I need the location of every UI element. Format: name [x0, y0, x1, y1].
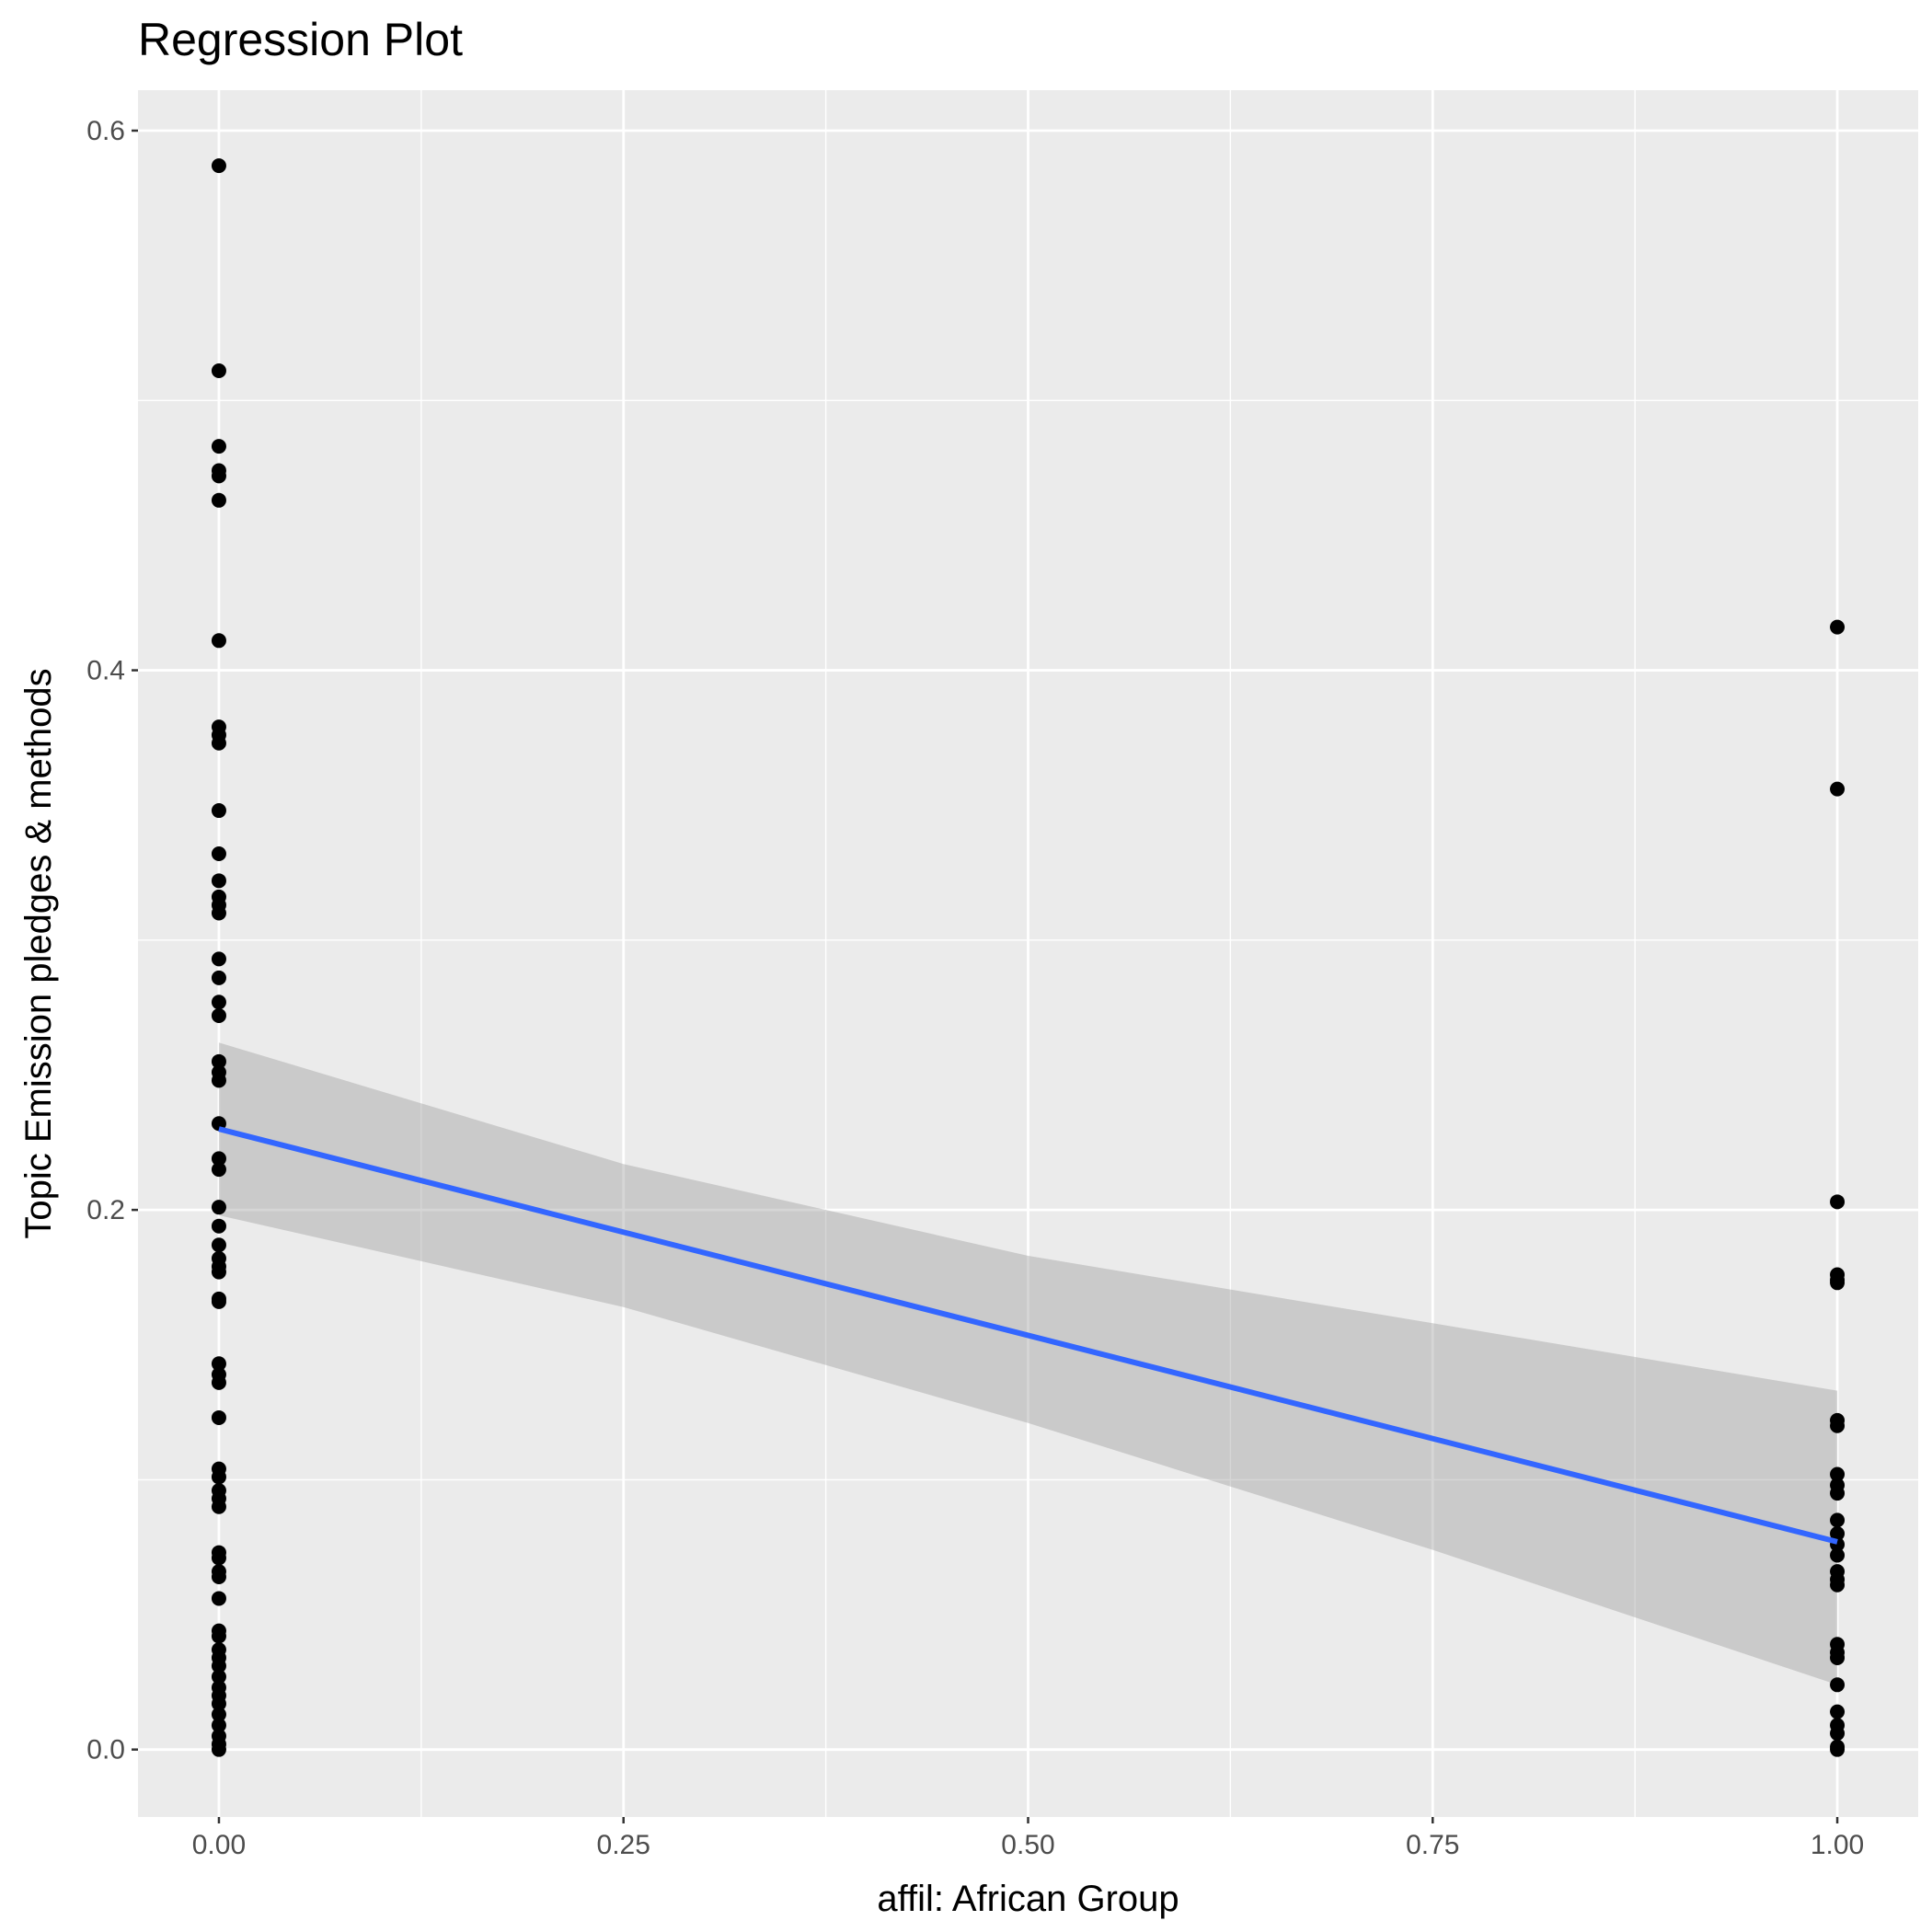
data-point [211, 1669, 226, 1685]
data-point [211, 363, 226, 379]
data-point [211, 1469, 226, 1485]
data-point [211, 1200, 226, 1215]
y-tick-label: 0.4 [86, 656, 125, 686]
data-point [211, 439, 226, 454]
y-tick-label: 0.0 [86, 1735, 125, 1765]
x-axis: 0.00 0.25 0.50 0.75 1.00 [192, 1817, 1864, 1860]
data-point [211, 905, 226, 921]
confidence-band [218, 1042, 1838, 1685]
data-point [211, 1718, 226, 1733]
data-point [211, 735, 226, 751]
x-tick-label: 0.75 [1406, 1830, 1459, 1860]
data-point [211, 803, 226, 819]
data-point [211, 1007, 226, 1023]
data-point [211, 1374, 226, 1390]
data-point [1830, 1418, 1846, 1433]
data-point [211, 1294, 226, 1309]
data-point [1830, 1547, 1846, 1563]
data-point [211, 1707, 226, 1722]
regression-line [218, 1126, 1838, 1545]
data-point [1830, 1486, 1846, 1501]
y-axis: 0.0 0.2 0.4 0.6 [86, 116, 138, 1765]
data-point [211, 468, 226, 484]
data-point [211, 970, 226, 985]
data-point [211, 873, 226, 889]
data-point [1830, 1512, 1846, 1528]
x-tick-label: 0.25 [597, 1830, 650, 1860]
data-point [211, 1409, 226, 1425]
data-point [1830, 1194, 1846, 1210]
data-point [211, 1356, 226, 1372]
data-point [211, 1742, 226, 1757]
data-point [211, 1264, 226, 1280]
data-point [211, 1569, 226, 1584]
data-point [211, 1237, 226, 1253]
data-point [1830, 1742, 1846, 1757]
data-point [211, 1628, 226, 1644]
data-point [1830, 1650, 1846, 1665]
data-point [211, 1053, 226, 1069]
data-point [211, 845, 226, 861]
data-point [1830, 1704, 1846, 1719]
data-point [211, 1696, 226, 1711]
chart-title: Regression Plot [138, 14, 463, 65]
data-point [211, 1499, 226, 1514]
data-point [1830, 1466, 1846, 1482]
y-tick-label: 0.2 [86, 1195, 125, 1225]
data-point [211, 1550, 226, 1566]
data-point [211, 1218, 226, 1234]
data-point [211, 633, 226, 649]
data-point [1830, 1526, 1846, 1542]
data-point [1830, 1577, 1846, 1593]
y-axis-title: Topic Emission pledges & methods [18, 668, 59, 1238]
data-point [211, 1591, 226, 1606]
data-point [211, 1658, 226, 1673]
y-tick-label: 0.6 [86, 116, 125, 146]
data-point [211, 492, 226, 508]
data-point [211, 1151, 226, 1167]
x-tick-label: 0.50 [1001, 1830, 1054, 1860]
x-axis-title: affil: African Group [877, 1879, 1179, 1919]
x-tick-label: 0.00 [192, 1830, 246, 1860]
data-point [211, 158, 226, 174]
data-point [1830, 781, 1846, 797]
data-point [1830, 1726, 1846, 1742]
data-point [211, 1162, 226, 1178]
data-point [211, 951, 226, 967]
data-point [211, 995, 226, 1010]
data-point [1830, 1275, 1846, 1291]
data-point [211, 1073, 226, 1088]
x-tick-label: 1.00 [1811, 1830, 1864, 1860]
data-point [1830, 1677, 1846, 1693]
data-point [1830, 619, 1846, 635]
